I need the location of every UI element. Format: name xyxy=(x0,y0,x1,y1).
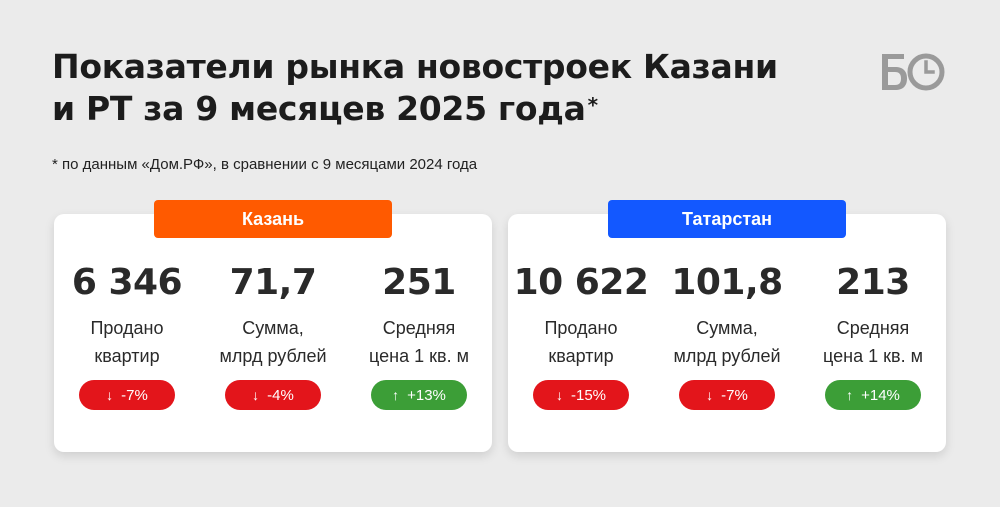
footnote: * по данным «Дом.РФ», в сравнении с 9 ме… xyxy=(52,156,478,173)
change-value: -7% xyxy=(721,386,748,404)
metric-label: Средняя цена 1 кв. м xyxy=(800,314,946,370)
metric-value: 10 622 xyxy=(513,262,649,303)
metric-sold-apartments: 10 622 Продано квартир ↓ -15% xyxy=(508,214,654,452)
metric-value: 213 xyxy=(836,262,910,303)
change-pill: ↓ -15% xyxy=(533,380,629,410)
metric-sold-apartments: 6 346 Продано квартир ↓ -7% xyxy=(54,214,200,452)
arrow-down-icon: ↓ xyxy=(706,387,714,403)
metric-label: Сумма, млрд рублей xyxy=(200,314,346,370)
arrow-up-icon: ↑ xyxy=(392,387,400,403)
metric-label-line2: квартир xyxy=(94,346,160,366)
arrow-down-icon: ↓ xyxy=(252,387,260,403)
page-title: Показатели рынка новостроек Казани и РТ … xyxy=(52,46,778,130)
metric-sum: 71,7 Сумма, млрд рублей ↓ -4% xyxy=(200,214,346,452)
change-pill: ↑ +14% xyxy=(825,380,921,410)
change-value: -15% xyxy=(570,386,607,404)
metric-sum: 101,8 Сумма, млрд рублей ↓ -7% xyxy=(654,214,800,452)
metric-label: Средняя цена 1 кв. м xyxy=(346,314,492,370)
title-line-1: Показатели рынка новостроек Казани xyxy=(52,47,778,86)
metric-label-line2: млрд рублей xyxy=(219,346,327,366)
change-pill: ↑ +13% xyxy=(371,380,467,410)
title-footnote-mark: * xyxy=(587,93,598,117)
change-value: +13% xyxy=(407,386,446,404)
change-pill: ↓ -7% xyxy=(79,380,175,410)
metric-avg-price: 213 Средняя цена 1 кв. м ↑ +14% xyxy=(800,214,946,452)
metric-label-line2: млрд рублей xyxy=(673,346,781,366)
title-line-2: и РТ за 9 месяцев 2025 года * xyxy=(52,88,778,130)
arrow-down-icon: ↓ xyxy=(106,387,114,403)
card-kazan: 6 346 Продано квартир ↓ -7% 71,7 Сумма, … xyxy=(54,214,492,452)
change-pill: ↓ -7% xyxy=(679,380,775,410)
change-pill: ↓ -4% xyxy=(225,380,321,410)
metric-value: 251 xyxy=(382,262,456,303)
metric-value: 6 346 xyxy=(71,262,183,303)
region-badge-tatarstan: Татарстан xyxy=(608,200,846,238)
title-line-2-text: и РТ за 9 месяцев 2025 года xyxy=(52,89,586,128)
metric-label-line2: цена 1 кв. м xyxy=(369,346,469,366)
change-value: +14% xyxy=(861,386,900,404)
bo-logo: БО xyxy=(882,53,945,91)
metric-value: 71,7 xyxy=(229,262,317,303)
metric-label-line1: Сумма, xyxy=(242,318,304,338)
metric-label-line2: цена 1 кв. м xyxy=(823,346,923,366)
change-value: -4% xyxy=(267,386,294,404)
change-value: -7% xyxy=(121,386,148,404)
metric-label-line1: Средняя xyxy=(382,318,456,338)
arrow-up-icon: ↑ xyxy=(846,387,854,403)
metric-avg-price: 251 Средняя цена 1 кв. м ↑ +13% xyxy=(346,214,492,452)
metric-label-line1: Продано xyxy=(90,318,164,338)
metric-label: Сумма, млрд рублей xyxy=(654,314,800,370)
metric-label-line1: Продано xyxy=(544,318,618,338)
metric-label-line1: Сумма, xyxy=(696,318,758,338)
arrow-down-icon: ↓ xyxy=(555,387,563,403)
region-badge-kazan: Казань xyxy=(154,200,392,238)
metric-label-line1: Средняя xyxy=(836,318,910,338)
metric-value: 101,8 xyxy=(671,262,783,303)
metric-label: Продано квартир xyxy=(508,314,654,370)
card-tatarstan: 10 622 Продано квартир ↓ -15% 101,8 Сумм… xyxy=(508,214,946,452)
metric-label-line2: квартир xyxy=(548,346,614,366)
metric-label: Продано квартир xyxy=(54,314,200,370)
